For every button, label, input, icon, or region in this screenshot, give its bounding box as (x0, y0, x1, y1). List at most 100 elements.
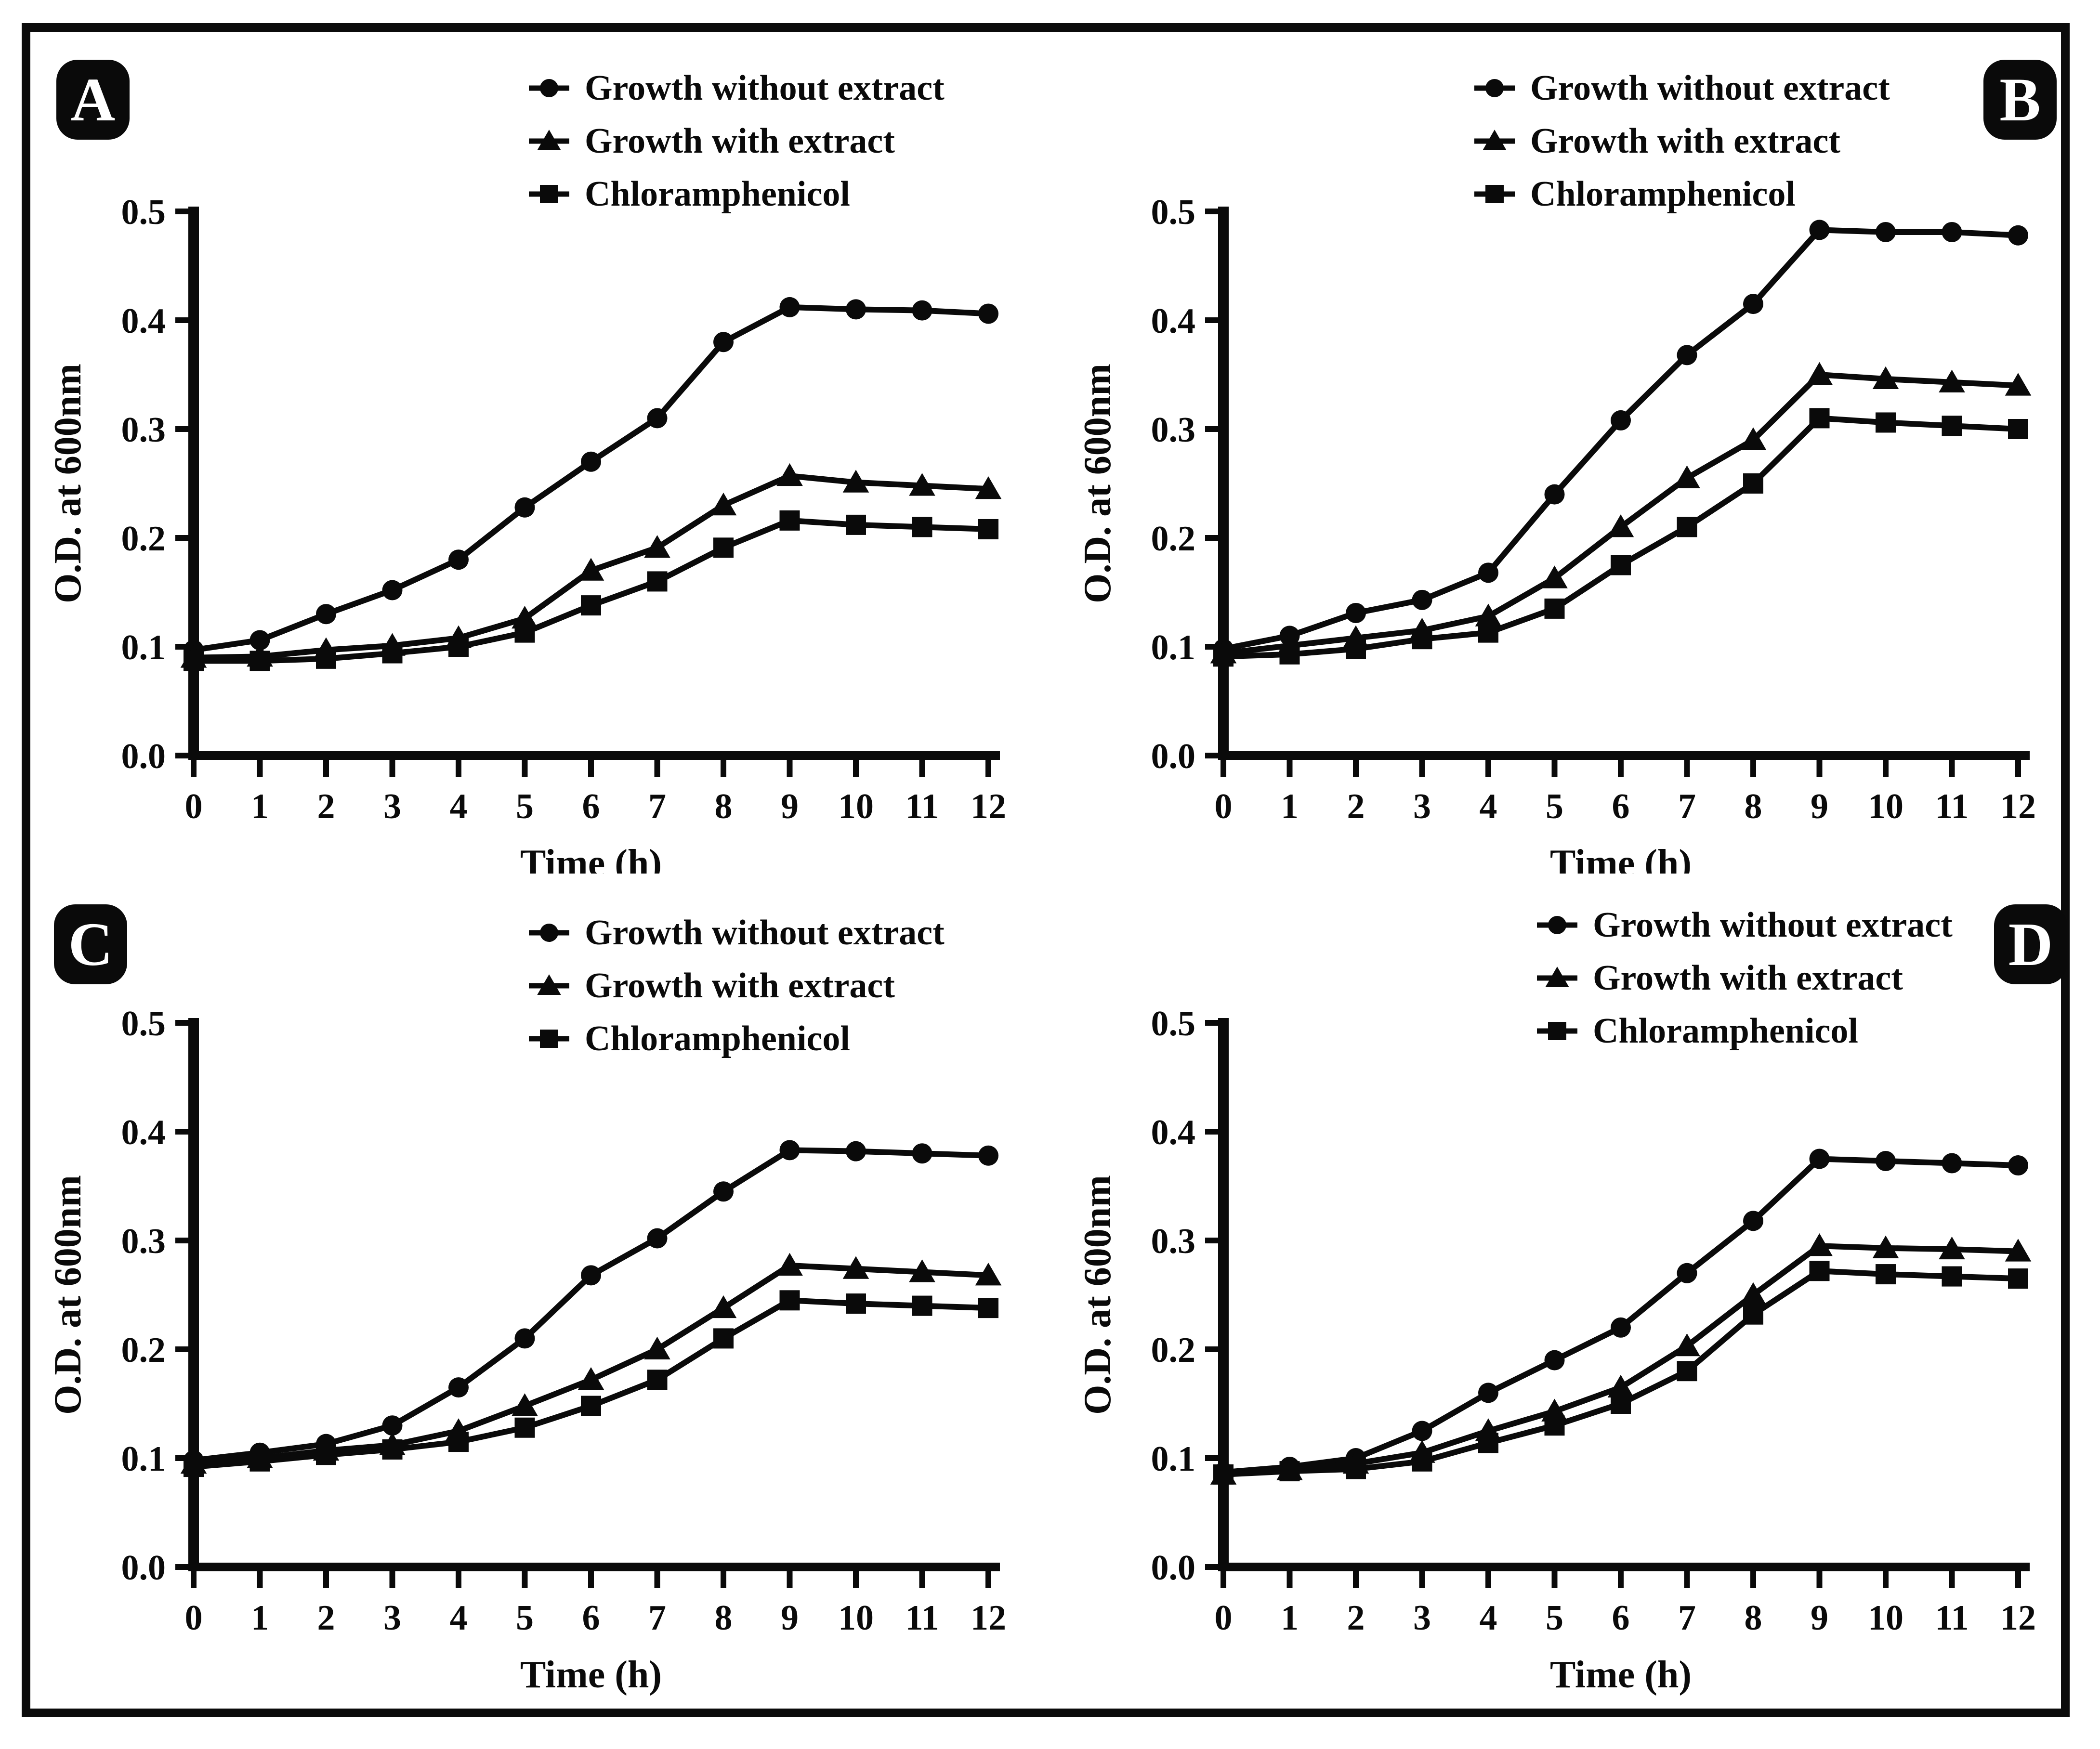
series-chloramphenicol (1213, 408, 2028, 667)
x-tick-label: 8 (715, 787, 733, 826)
square-marker-icon (1677, 517, 1697, 537)
y-tick-label: 0.0 (1151, 1548, 1196, 1588)
legend-label: Growth with extract (585, 121, 895, 161)
square-marker-icon (1548, 1022, 1566, 1040)
x-tick-label: 7 (1678, 787, 1696, 826)
square-marker-icon (1809, 1261, 1830, 1281)
circle-marker-icon (779, 297, 800, 317)
square-marker-icon (978, 519, 998, 539)
triangle-marker-icon (1607, 1374, 1634, 1398)
x-axis-title: Time (h) (520, 1654, 662, 1696)
triangle-marker-icon (909, 473, 935, 496)
square-marker-icon (1876, 1264, 1896, 1285)
triangle-marker-icon (1872, 1235, 1899, 1258)
triangle-marker-icon (1674, 1333, 1700, 1357)
circle-marker-icon (1743, 294, 1763, 314)
legend-label: Growth without extract (585, 913, 945, 953)
panel-b-badge: B (1983, 60, 2057, 140)
x-tick-label: 7 (648, 1598, 666, 1638)
circle-marker-icon (1876, 1151, 1896, 1172)
triangle-marker-icon (710, 492, 737, 516)
y-tick-label: 0.2 (1151, 519, 1196, 559)
y-tick-label: 0.3 (121, 1222, 166, 1261)
panel-d-legend: Growth without extract Growth with extrac… (1534, 905, 1953, 1066)
square-marker-icon (184, 1457, 204, 1477)
circle-marker-icon (2008, 1155, 2028, 1176)
y-axis-title: O.D. at 600nm (47, 1175, 89, 1415)
square-marker-icon (1611, 1394, 1631, 1414)
x-tick-label: 5 (1546, 1598, 1563, 1638)
triangle-marker-icon (1541, 565, 1568, 588)
x-tick-label: 8 (715, 1598, 733, 1638)
triangle-marker-icon (1545, 966, 1569, 987)
x-tick-label: 6 (1612, 787, 1630, 826)
square-legend-marker-icon (529, 185, 569, 203)
square-legend-marker-icon (1474, 185, 1515, 203)
y-tick-label: 0.5 (1151, 193, 1196, 232)
square-marker-icon (779, 510, 800, 531)
legend-label: Growth without extract (1530, 68, 1890, 108)
circle-marker-icon (1544, 484, 1565, 505)
x-tick-label: 10 (838, 787, 874, 826)
x-axis-title: Time (h) (1550, 842, 1692, 874)
circle-marker-icon (1942, 222, 1962, 242)
square-marker-icon (581, 1396, 601, 1416)
x-tick-label: 2 (317, 1598, 335, 1638)
square-marker-icon (316, 1445, 336, 1465)
circle-legend-marker-icon (529, 79, 569, 97)
x-tick-label: 1 (251, 1598, 269, 1638)
square-marker-icon (514, 1417, 535, 1438)
circle-marker-icon (448, 549, 469, 570)
square-marker-icon (779, 1290, 800, 1311)
x-tick-label: 1 (251, 787, 269, 826)
x-tick-label: 0 (1215, 1598, 1233, 1638)
x-tick-label: 12 (2000, 1598, 2036, 1638)
square-marker-icon (1942, 1266, 1962, 1287)
legend-item-growth-without-extract: Growth without extract (526, 913, 945, 953)
square-marker-icon (1942, 416, 1962, 436)
triangle-marker-icon (1740, 427, 1767, 450)
legend-item-growth-without-extract: Growth without extract (526, 68, 945, 108)
circle-marker-icon (1677, 345, 1697, 365)
circle-marker-icon (1876, 222, 1896, 242)
x-tick-label: 8 (1745, 787, 1762, 826)
y-tick-label: 0.2 (1151, 1331, 1196, 1370)
circle-marker-icon (1809, 1149, 1830, 1169)
square-marker-icon (1213, 1464, 1234, 1485)
square-marker-icon (912, 1295, 932, 1316)
legend-label: Chloramphenicol (1593, 1011, 1858, 1051)
x-tick-label: 5 (1546, 787, 1563, 826)
x-tick-label: 3 (383, 787, 401, 826)
x-tick-label: 6 (582, 1598, 600, 1638)
triangle-marker-icon (909, 1259, 935, 1282)
square-marker-icon (1611, 555, 1631, 575)
x-tick-label: 1 (1281, 1598, 1299, 1638)
triangle-marker-icon (1872, 366, 1899, 390)
square-marker-icon (249, 1451, 270, 1472)
y-tick-label: 0.2 (121, 519, 166, 559)
y-tick-label: 0.1 (1151, 1439, 1196, 1479)
triangle-marker-icon (1806, 362, 1833, 385)
triangle-marker-icon (975, 476, 1002, 499)
square-marker-icon (1279, 1461, 1300, 1482)
x-tick-label: 4 (450, 1598, 468, 1638)
legend-item-growth-without-extract: Growth without extract (1534, 905, 1953, 945)
square-marker-icon (1346, 1459, 1366, 1479)
square-marker-icon (713, 1328, 734, 1349)
legend-item-chloramphenicol: Chloramphenicol (526, 1018, 945, 1058)
legend-label: Chloramphenicol (585, 1018, 850, 1058)
circle-marker-icon (846, 299, 866, 320)
circle-marker-icon (912, 1143, 932, 1164)
circle-marker-icon (448, 1377, 469, 1398)
x-axis-title: Time (h) (1550, 1654, 1692, 1696)
panel-b-legend: Growth without extract Growth with extrac… (1471, 68, 1890, 229)
y-tick-label: 0.0 (121, 1548, 166, 1588)
circle-marker-icon (1346, 602, 1366, 623)
triangle-legend-marker-icon (1474, 130, 1515, 150)
legend-item-growth-with-extract: Growth with extract (526, 966, 945, 1005)
circle-marker-icon (382, 1415, 403, 1436)
circle-legend-marker-icon (1537, 916, 1577, 934)
x-tick-label: 7 (1678, 1598, 1696, 1638)
